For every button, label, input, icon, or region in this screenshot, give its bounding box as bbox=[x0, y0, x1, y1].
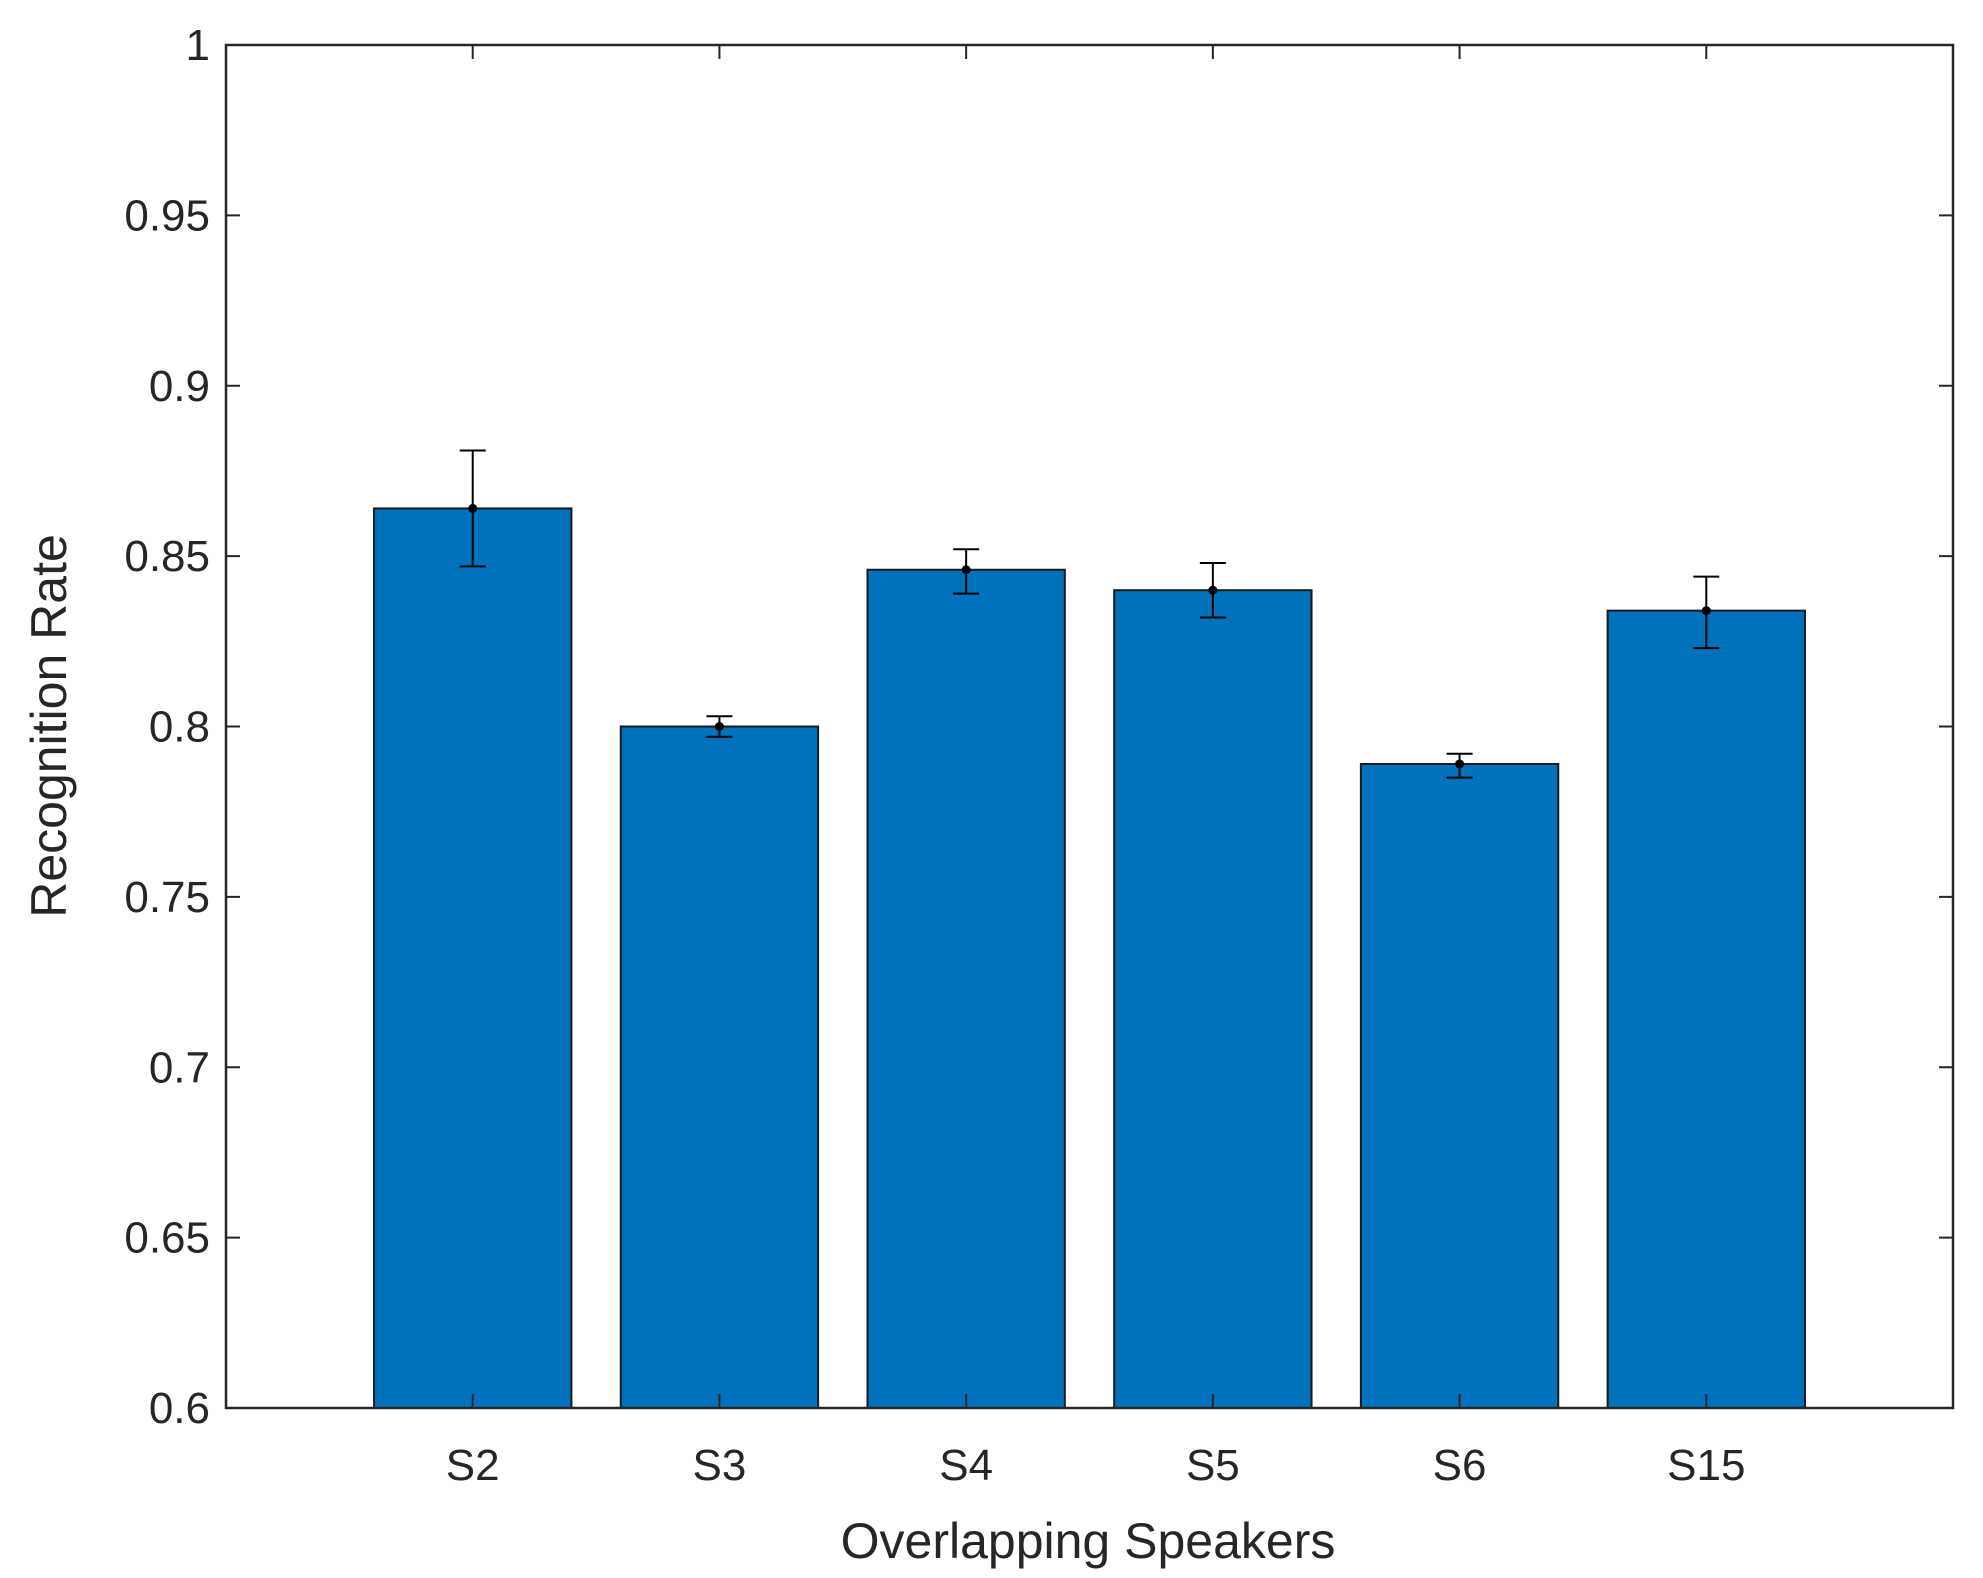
x-tick-label: S3 bbox=[693, 1441, 747, 1490]
mean-marker-s4 bbox=[961, 565, 971, 575]
y-axis-label: Recognition Rate bbox=[21, 534, 77, 918]
y-tick-label: 0.7 bbox=[149, 1043, 210, 1092]
y-tick-label: 0.75 bbox=[124, 873, 210, 922]
x-tick-label: S5 bbox=[1186, 1441, 1240, 1490]
bars bbox=[373, 507, 1806, 1410]
y-tick-label: 0.9 bbox=[149, 362, 210, 411]
bar-s3 bbox=[619, 725, 820, 1409]
error-bars bbox=[459, 449, 1720, 779]
y-tick-label: 0.6 bbox=[149, 1384, 210, 1433]
x-ticks: S2 S3 S4 S5 S6 S15 bbox=[446, 45, 1745, 1490]
mean-marker-s2 bbox=[468, 503, 478, 513]
mean-marker-s15 bbox=[1701, 606, 1711, 616]
bar-s4 bbox=[866, 568, 1066, 1409]
y-tick-label: 0.85 bbox=[124, 532, 210, 581]
x-axis-label: Overlapping Speakers bbox=[841, 1513, 1336, 1569]
x-tick-label: S2 bbox=[446, 1441, 500, 1490]
mean-marker-s3 bbox=[714, 722, 724, 731]
y-ticks: 0.6 0.65 0.7 0.75 0.8 0.85 0.9 0.95 1 bbox=[124, 21, 1953, 1433]
x-tick-label: S15 bbox=[1667, 1441, 1745, 1490]
y-tick-label: 0.8 bbox=[149, 703, 210, 752]
bar-s6 bbox=[1359, 762, 1560, 1409]
y-tick-label: 0.65 bbox=[124, 1214, 210, 1263]
mean-marker-s5 bbox=[1208, 585, 1218, 595]
bar-s5 bbox=[1113, 589, 1313, 1409]
x-tick-label: S6 bbox=[1433, 1441, 1487, 1490]
y-tick-label: 1 bbox=[186, 21, 210, 70]
bar-s15 bbox=[1606, 609, 1806, 1409]
bar-s2 bbox=[373, 507, 573, 1410]
y-tick-label: 0.95 bbox=[124, 191, 210, 240]
x-tick-label: S4 bbox=[939, 1441, 993, 1490]
mean-marker-s6 bbox=[1455, 759, 1465, 769]
